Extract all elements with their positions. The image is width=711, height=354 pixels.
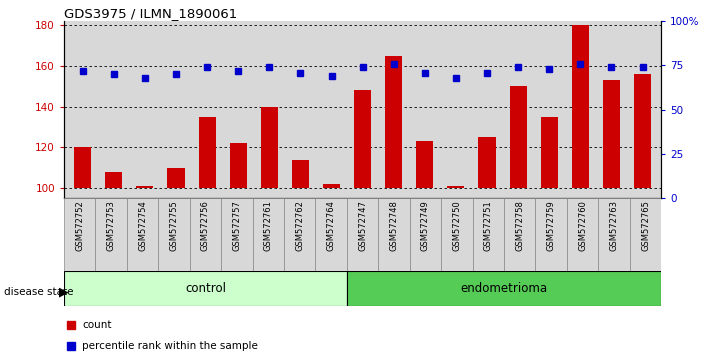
Text: GSM572754: GSM572754 [138,200,147,251]
Bar [64,198,95,271]
Bar [442,198,473,271]
Bar [95,198,127,271]
Bar [64,271,347,306]
Text: GSM572749: GSM572749 [421,200,430,251]
Bar [630,198,661,271]
Bar [447,186,464,188]
Bar [316,198,347,271]
Bar [190,198,221,271]
Bar [567,198,599,271]
Bar [284,198,316,271]
Bar [473,198,504,271]
Bar [535,198,567,271]
Bar [105,172,122,188]
Text: GSM572756: GSM572756 [201,200,210,251]
Bar [479,137,496,188]
Bar [198,117,215,188]
Text: GSM572760: GSM572760 [578,200,587,251]
Text: GDS3975 / ILMN_1890061: GDS3975 / ILMN_1890061 [64,7,237,20]
Bar [230,143,247,188]
Bar [378,198,410,271]
Text: endometrioma: endometrioma [461,282,547,295]
Bar [347,198,378,271]
Bar [74,147,91,188]
Text: GSM572763: GSM572763 [609,200,619,251]
Text: GSM572752: GSM572752 [75,200,84,251]
Bar [385,56,402,188]
Text: GSM572764: GSM572764 [326,200,336,251]
Bar [354,90,371,188]
Bar [252,198,284,271]
Text: GSM572759: GSM572759 [547,200,556,251]
Bar [510,86,527,188]
Bar [323,184,340,188]
Bar [292,160,309,188]
Bar [603,80,620,188]
Bar [347,271,661,306]
Text: GSM572748: GSM572748 [390,200,399,251]
Text: GSM572753: GSM572753 [107,200,116,251]
Text: GSM572755: GSM572755 [169,200,178,251]
Bar [261,107,278,188]
Text: GSM572747: GSM572747 [358,200,367,251]
Text: GSM572761: GSM572761 [264,200,273,251]
Bar [221,198,252,271]
Text: ▶: ▶ [59,286,69,298]
Bar [504,198,535,271]
Bar [127,198,159,271]
Text: control: control [185,282,226,295]
Bar [572,25,589,188]
Bar [540,117,558,188]
Bar [137,186,154,188]
Text: GSM572762: GSM572762 [295,200,304,251]
Text: disease state: disease state [4,287,73,297]
Bar [416,141,434,188]
Text: percentile rank within the sample: percentile rank within the sample [82,341,258,351]
Text: GSM572751: GSM572751 [484,200,493,251]
Text: GSM572765: GSM572765 [641,200,650,251]
Text: GSM572757: GSM572757 [232,200,241,251]
Bar [159,198,190,271]
Bar [167,168,185,188]
Bar [599,198,630,271]
Text: count: count [82,320,112,330]
Bar [634,74,651,188]
Bar [410,198,442,271]
Text: GSM572758: GSM572758 [515,200,524,251]
Text: GSM572750: GSM572750 [452,200,461,251]
